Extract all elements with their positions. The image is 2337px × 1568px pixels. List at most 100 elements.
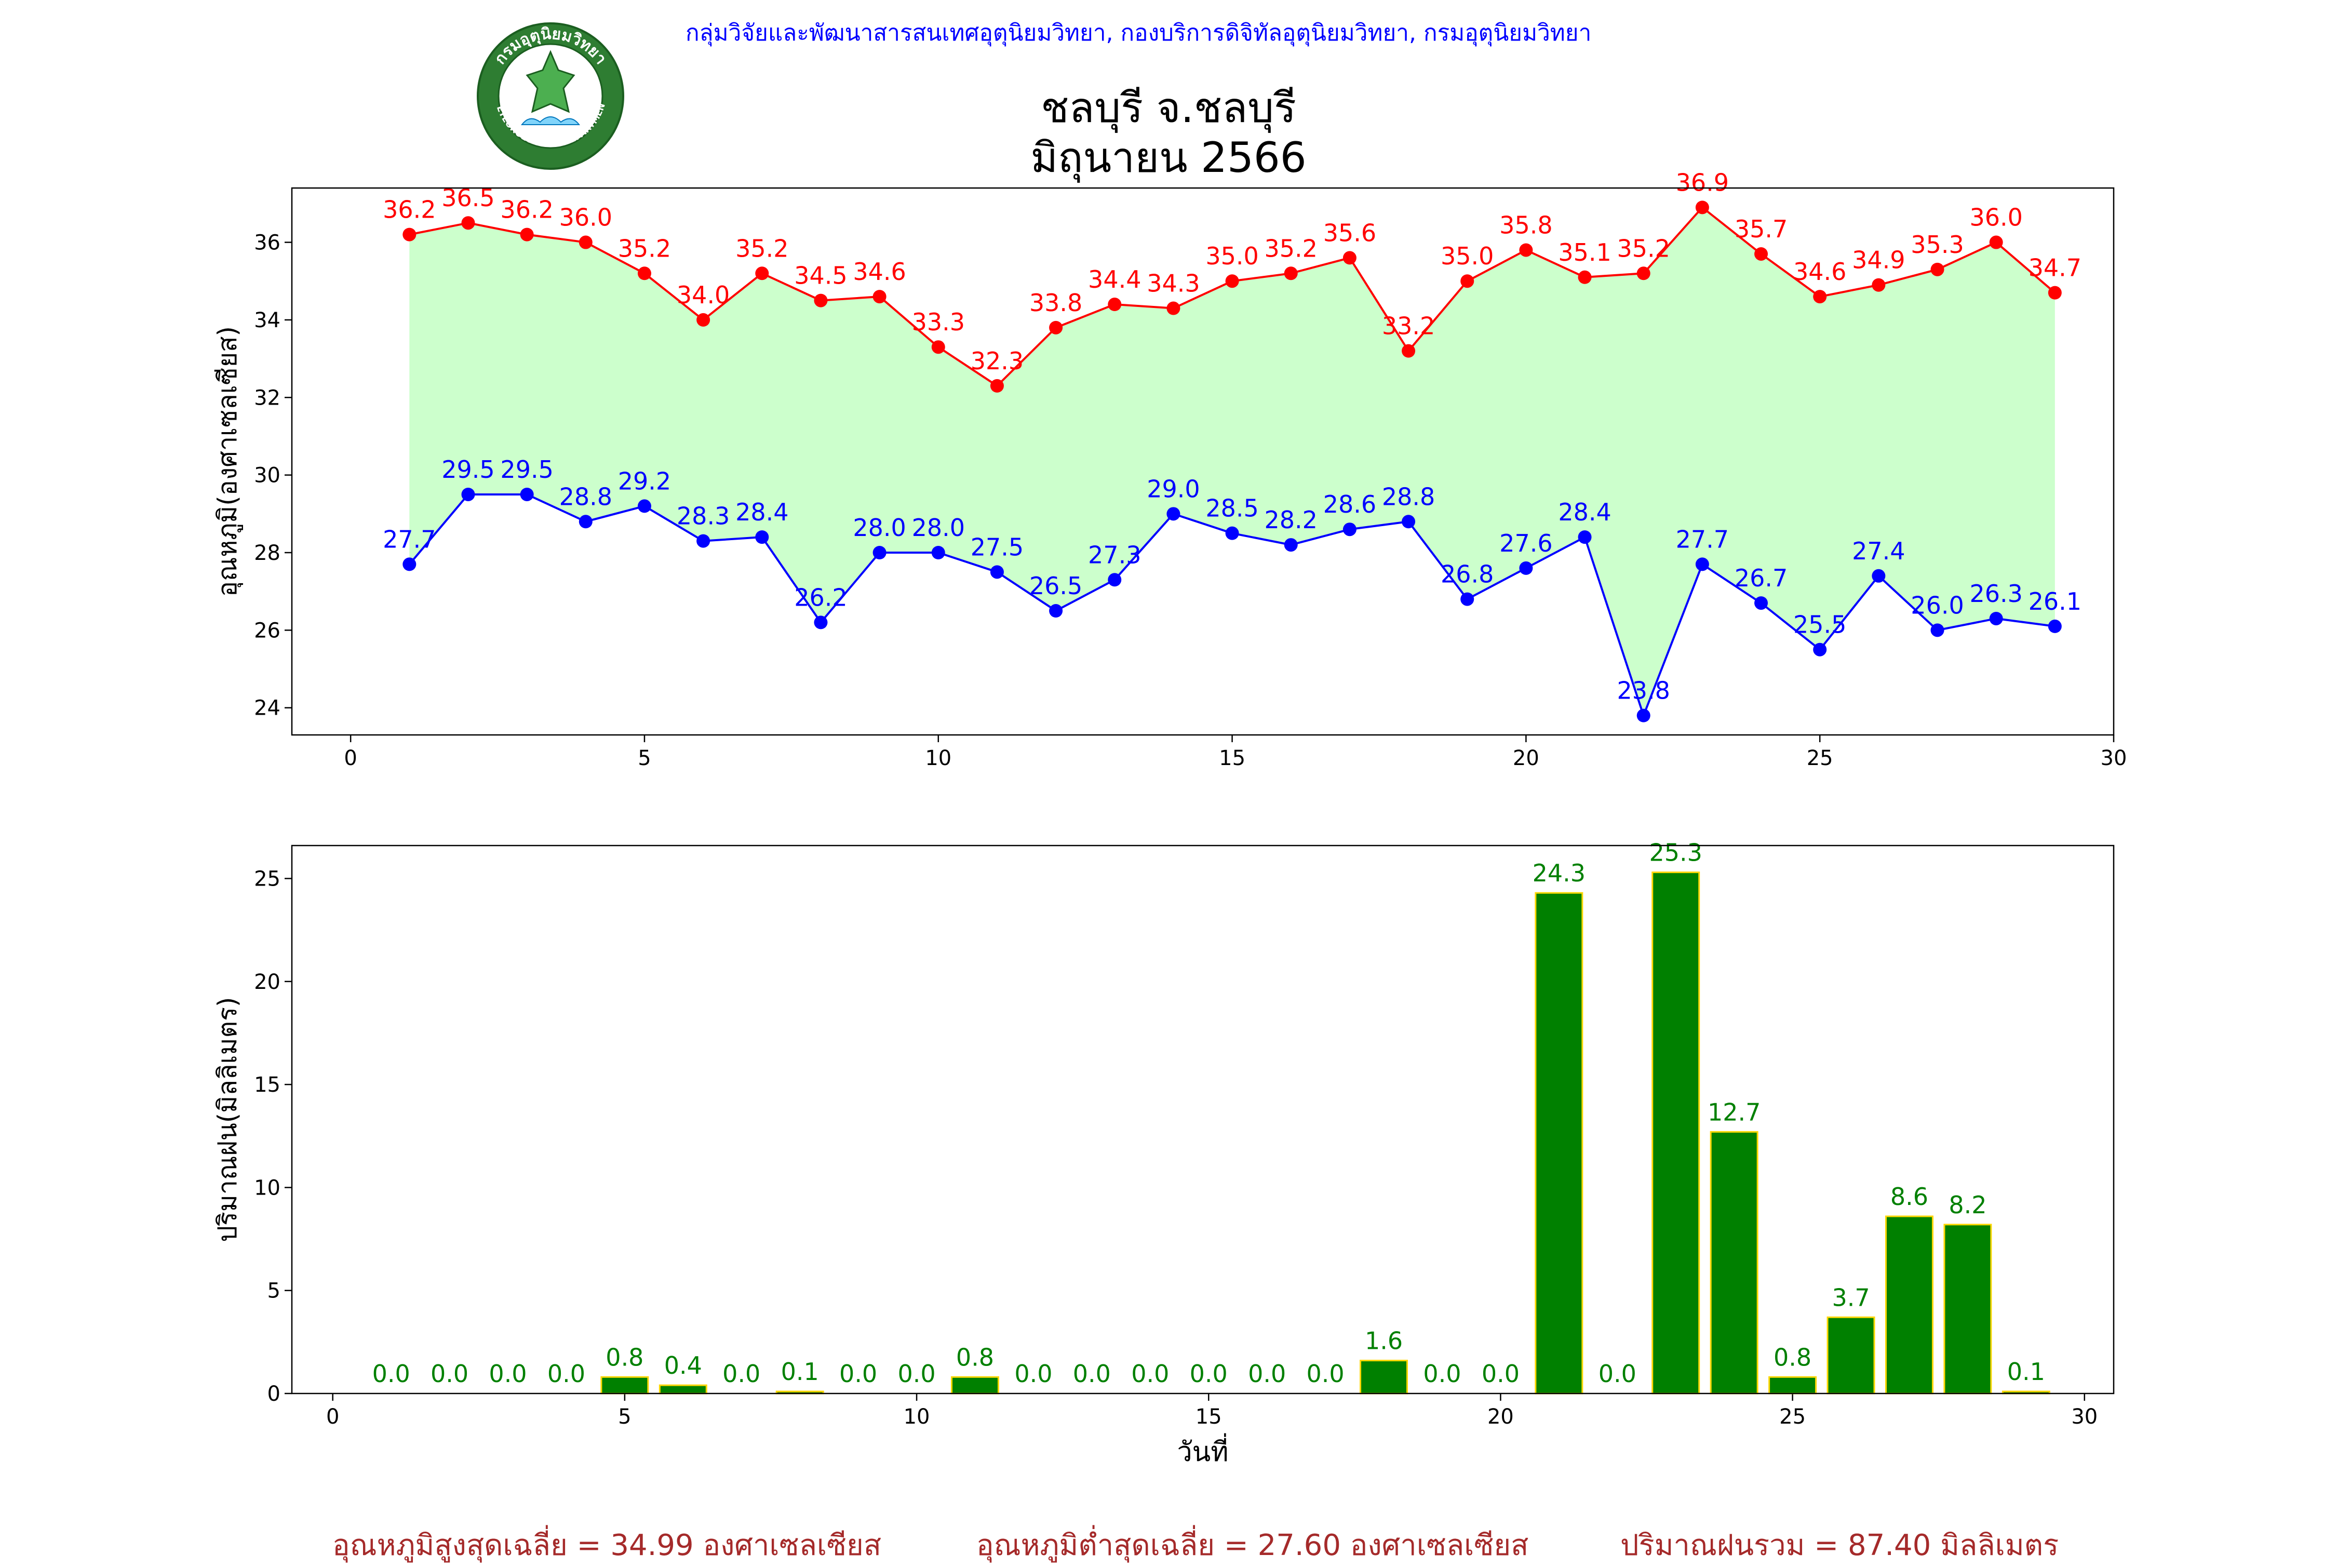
temp-max-point (1519, 243, 1533, 257)
rain-data-label: 0.0 (1599, 1360, 1636, 1388)
temp-min-point (1342, 522, 1356, 537)
rain-bar (1651, 872, 1700, 1395)
temp-x-tick-label: 0 (344, 746, 357, 770)
temp-max-data-label: 35.7 (1735, 215, 1788, 243)
rain-data-label: 0.0 (897, 1360, 935, 1388)
temp-min-data-label: 27.3 (1088, 541, 1141, 569)
temp-min-data-label: 29.0 (1147, 475, 1200, 503)
temp-min-data-label: 23.8 (1617, 677, 1670, 705)
temp-max-data-label: 35.6 (1323, 219, 1376, 247)
temp-max-data-label: 36.0 (1969, 204, 2022, 232)
temp-min-point (1695, 557, 1709, 571)
rain-data-label: 0.8 (956, 1343, 994, 1371)
temp-min-point (1636, 708, 1650, 722)
rain-data-label: 0.0 (722, 1360, 760, 1388)
temp-min-point (755, 530, 769, 544)
rain-data-label: 8.2 (1949, 1191, 1986, 1219)
rain-bar (659, 1384, 707, 1395)
rain-data-label: 12.7 (1708, 1098, 1761, 1126)
rain-data-label: 0.0 (1073, 1360, 1111, 1388)
temp-x-tick-label: 20 (1513, 746, 1539, 770)
temp-min-data-label: 28.4 (735, 498, 788, 526)
temp-max-data-label: 33.2 (1382, 312, 1435, 340)
temp-min-data-label: 26.8 (1441, 560, 1494, 588)
temp-y-tick-label: 30 (254, 464, 280, 488)
temp-min-data-label: 29.2 (618, 467, 671, 495)
temp-min-point (1519, 561, 1533, 575)
temp-max-point (1754, 247, 1768, 261)
temp-max-data-label: 36.2 (500, 196, 553, 224)
rain-data-label: 0.0 (1190, 1360, 1228, 1388)
temp-min-data-label: 28.6 (1323, 490, 1376, 518)
temp-y-tick-label: 24 (254, 696, 280, 720)
temp-min-data-label: 27.6 (1499, 529, 1552, 557)
temp-max-point (1813, 290, 1827, 304)
footer-avg-max: อุณหภูมิสูงสุดเฉลี่ย = 34.99 องศาเซลเซีย… (332, 1529, 882, 1562)
temp-min-point (637, 499, 651, 513)
temp-y-tick-label: 26 (254, 619, 280, 642)
rain-data-label: 24.3 (1533, 859, 1586, 887)
temp-min-data-label: 29.5 (500, 455, 553, 484)
rain-bar (1826, 1316, 1875, 1395)
rain-bar (1360, 1360, 1408, 1395)
temp-max-point (1872, 278, 1886, 292)
temp-min-point (579, 515, 593, 529)
temp-max-data-label: 36.9 (1676, 168, 1729, 196)
rain-data-label: 0.1 (781, 1358, 819, 1386)
temp-max-data-label: 35.2 (1617, 234, 1670, 262)
temp-max-point (1108, 298, 1122, 312)
temp-max-point (1695, 200, 1709, 215)
rain-data-label: 0.0 (1423, 1360, 1461, 1388)
rain-data-label: 0.1 (2007, 1358, 2045, 1386)
rain-y-tick-label: 15 (254, 1073, 280, 1097)
temp-max-point (872, 290, 887, 304)
temp-max-point (1930, 262, 1944, 276)
temp-max-point (402, 227, 417, 242)
temp-max-point (1989, 235, 2003, 249)
temp-min-data-label: 27.5 (971, 533, 1024, 561)
temp-x-tick-label: 30 (2101, 746, 2127, 770)
temp-y-tick-label: 28 (254, 541, 280, 565)
temp-max-data-label: 35.0 (1441, 242, 1494, 270)
rain-bar (1710, 1131, 1758, 1395)
rain-y-axis-label: ปริมาณฝน(มิลลิเมตร) (212, 997, 243, 1242)
tmd-logo: กรมอุตุนิยมวิทยา METEOROLOGICAL DEPARTME… (473, 21, 624, 170)
temp-max-point (1225, 274, 1239, 288)
rain-x-tick-label: 5 (618, 1405, 631, 1429)
temp-max-data-label: 36.2 (383, 196, 436, 224)
chart-title: ชลบุรี จ.ชลบุรี มิถุนายน 2566 (0, 83, 2337, 183)
temp-max-point (637, 266, 651, 280)
temp-max-data-label: 34.9 (1852, 246, 1905, 274)
temp-max-point (931, 340, 945, 354)
footer-avg-min: อุณหภูมิต่ำสุดเฉลี่ย = 27.60 องศาเซลเซีย… (976, 1529, 1529, 1562)
temp-x-tick-label: 10 (925, 746, 951, 770)
temp-x-tick-label: 5 (638, 746, 651, 770)
temp-min-data-label: 26.2 (794, 583, 847, 611)
rainfall-chart: 0 5 10 15 20 25 30 0 5 10 15 20 25 0.0 0.0 0.0 0.0 0.8 0.4… (212, 839, 2115, 1468)
temp-y-tick-label: 32 (254, 386, 280, 410)
rain-y-tick-label: 20 (254, 970, 280, 994)
rain-data-label: 1.6 (1365, 1327, 1403, 1355)
rain-bar (951, 1376, 999, 1395)
temp-max-data-label: 33.3 (912, 308, 965, 336)
rain-data-label: 0.4 (664, 1351, 702, 1379)
rain-x-tick-label: 15 (1196, 1405, 1222, 1429)
temp-max-point (461, 216, 475, 230)
rain-data-label: 0.0 (1014, 1360, 1052, 1388)
temp-min-data-label: 28.2 (1265, 506, 1318, 534)
temp-max-data-label: 36.0 (559, 204, 612, 232)
rain-data-label: 0.0 (547, 1360, 585, 1388)
temp-max-data-label: 35.2 (735, 234, 788, 262)
temp-min-data-label: 27.7 (383, 525, 436, 553)
temp-min-point (1166, 507, 1180, 521)
rain-data-label: 0.0 (431, 1360, 468, 1388)
temp-min-point (814, 615, 828, 629)
temp-max-point (696, 313, 710, 327)
chart-title-line-1: ชลบุรี จ.ชลบุรี (1041, 84, 1296, 132)
rain-bar (600, 1376, 649, 1395)
temp-x-tick-label: 25 (1807, 746, 1833, 770)
rain-bar (1943, 1224, 1992, 1395)
temp-max-data-label: 34.5 (794, 262, 847, 290)
temp-max-point (1284, 266, 1298, 280)
